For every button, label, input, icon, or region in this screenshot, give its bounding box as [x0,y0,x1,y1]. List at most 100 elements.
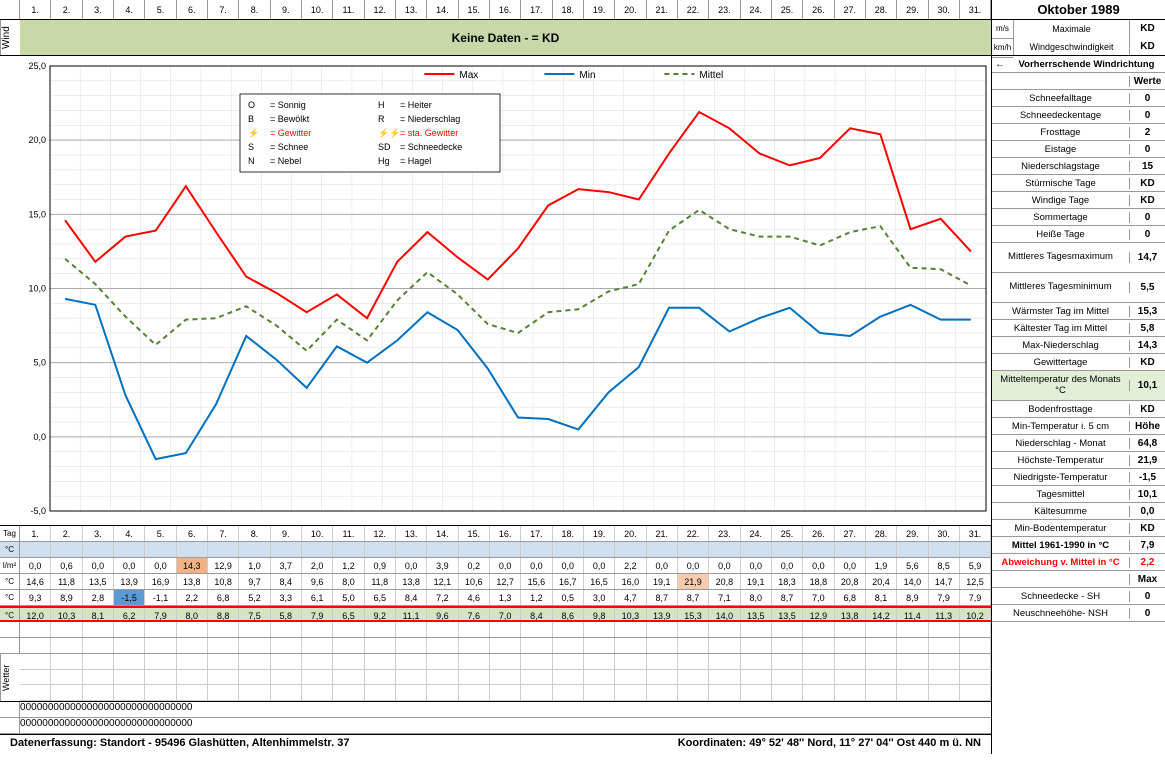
stat-row: Schneefalltage0 [992,90,1165,107]
svg-text:Mittel: Mittel [699,70,723,81]
stat-row-lower: Min-BodentemperaturKD [992,520,1165,537]
stat-row: Stürmische TageKD [992,175,1165,192]
svg-text:N: N [248,156,255,166]
right-panel: Oktober 1989 m/skm/h MaximaleWindgeschwi… [991,0,1165,754]
svg-text:= Niederschlag: = Niederschlag [400,114,460,124]
svg-text:10,0: 10,0 [28,284,46,294]
svg-text:= Sonnig: = Sonnig [270,100,306,110]
day-col: 5. [145,0,176,19]
svg-text:-5,0: -5,0 [30,506,46,516]
day-col: 29. [897,0,928,19]
wind-body: Keine Daten - = KD [20,20,991,55]
stat-row: Sommertage0 [992,209,1165,226]
stat-row: Mitteltemperatur des Monats °C10,1 [992,371,1165,401]
svg-text:⚡⚡: ⚡⚡ [378,127,400,139]
chart-svg: -5,00,05,010,015,020,025,0MaxMinMittelO=… [20,56,991,526]
stat-row: Windige TageKD [992,192,1165,209]
day-col: 6. [177,0,208,19]
schnee-row-2: 0000000000000000000000000000000 [0,718,991,734]
title: Oktober 1989 [992,0,1165,20]
day-col: 11. [333,0,364,19]
stat-row: Wärmster Tag im Mittel15,3 [992,303,1165,320]
svg-text:= sta. Gewitter: = sta. Gewitter [400,128,458,138]
stat-row: Mittleres Tagesminimum5,5 [992,273,1165,303]
svg-text:20,0: 20,0 [28,135,46,145]
svg-text:⚡: ⚡ [248,127,259,139]
stat-row-lower: Schneedecke - SH0 [992,588,1165,605]
day-col: 26. [803,0,834,19]
stat-row-lower: Niederschlag - Monat64,8 [992,435,1165,452]
day-col: 28. [866,0,897,19]
day-col: 2. [51,0,82,19]
day-col: 10. [302,0,333,19]
chart-area: -5,00,05,010,015,020,025,0MaxMinMittelO=… [0,56,991,526]
svg-text:= Bewölkt: = Bewölkt [270,114,310,124]
stat-row-lower: Tagesmittel10,1 [992,486,1165,503]
day-col: 22. [678,0,709,19]
stat-row: Niederschlagstage15 [992,158,1165,175]
svg-text:= Hagel: = Hagel [400,156,431,166]
stat-row: Max-Niederschlag14,3 [992,337,1165,354]
stat-row: Heiße Tage0 [992,226,1165,243]
svg-text:R: R [378,114,385,124]
svg-text:= Heiter: = Heiter [400,100,432,110]
stat-row: Eistage0 [992,141,1165,158]
svg-text:H: H [378,100,385,110]
svg-text:= Schneedecke: = Schneedecke [400,142,462,152]
day-col: 13. [396,0,427,19]
stat-row: Kältester Tag im Mittel5,8 [992,320,1165,337]
day-col: 4. [114,0,145,19]
stat-row: Schneedeckentage0 [992,107,1165,124]
day-col: 25. [772,0,803,19]
row-niedrigste: °C9,38,92,8-1,5-1,12,26,85,23,36,15,06,5… [0,590,991,606]
stat-row-lower: Min-Temperatur i. 5 cmHöhe [992,418,1165,435]
wrow-3 [20,685,991,701]
svg-text:0,0: 0,0 [33,432,46,442]
stat-row-lower: Kältesumme0,0 [992,503,1165,520]
wrow-1 [20,654,991,670]
day-col: 3. [83,0,114,19]
stat-row: GewittertageKD [992,354,1165,371]
wetter-block: Wetter [0,654,991,702]
wetter-grid [20,654,991,701]
row-tagesmittel: °C12,010,38,16,27,98,08,87,55,87,96,59,2… [0,606,991,622]
svg-text:Hg: Hg [378,156,390,166]
day-col: 31. [960,0,991,19]
footer-left: Datenerfassung: Standort - 95496 Glashüt… [10,737,349,752]
day-col: 21. [647,0,678,19]
day-col: 15. [459,0,490,19]
day-col: 23. [709,0,740,19]
footer: Datenerfassung: Standort - 95496 Glashüt… [0,734,991,754]
row-empty2 [0,638,991,654]
stat-row-lower: Mittel 1961-1990 in °C7,9 [992,537,1165,554]
wind-label: Wind [0,20,20,55]
row-empty1 [0,622,991,638]
left-panel: 1.2.3.4.5.6.7.8.9.10.11.12.13.14.15.16.1… [0,0,991,754]
svg-text:O: O [248,100,255,110]
stat-row: Frosttage2 [992,124,1165,141]
day-col: 7. [208,0,239,19]
svg-text:25,0: 25,0 [28,61,46,71]
svg-text:= Nebel: = Nebel [270,156,301,166]
svg-text:B: B [248,114,254,124]
winddir-row: ← Vorherrschende Windrichtung [992,56,1165,73]
row-niederschlag: l/m²0,00,60,00,00,014,312,91,03,72,01,20… [0,558,991,574]
day-col: 18. [553,0,584,19]
stat-row: Mittleres Tagesmaximum14,7 [992,243,1165,273]
wrow-2 [20,670,991,686]
svg-text:= Gewitter: = Gewitter [270,128,311,138]
footer-right: Koordinaten: 49° 52' 48'' Nord, 11° 27' … [678,737,981,752]
day-col: 27. [835,0,866,19]
svg-text:5,0: 5,0 [33,358,46,368]
day-col: 8. [239,0,270,19]
svg-text:Min: Min [579,70,595,81]
row-degc-header: °C [0,542,991,558]
day-col: 20. [615,0,646,19]
day-col: 12. [365,0,396,19]
stat-row-lower: Niedrigste-Temperatur-1,5 [992,469,1165,486]
stat-row-lower: Höchste-Temperatur21,9 [992,452,1165,469]
day-col: 16. [490,0,521,19]
svg-text:= Schnee: = Schnee [270,142,308,152]
stat-row: BodenfrosttageKD [992,401,1165,418]
schnee-row-1: 0000000000000000000000000000000 [0,702,991,718]
